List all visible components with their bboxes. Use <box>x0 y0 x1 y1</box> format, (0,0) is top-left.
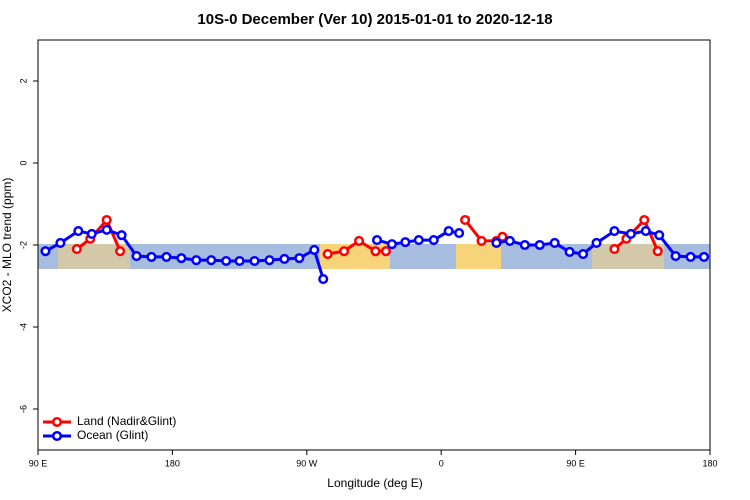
y-tick-label: -6 <box>18 405 28 413</box>
y-axis-label: XCO2 - MLO trend (ppm) <box>0 178 14 313</box>
point <box>564 246 575 258</box>
point <box>131 251 142 262</box>
point <box>652 246 663 257</box>
legend-marker <box>51 430 63 442</box>
point <box>654 230 665 241</box>
point <box>640 226 651 237</box>
point <box>309 244 320 255</box>
point <box>400 237 411 248</box>
point <box>176 253 187 264</box>
point <box>115 246 126 257</box>
point <box>86 228 97 239</box>
x-tick-label: 90 E <box>29 458 48 468</box>
point <box>40 246 51 257</box>
point <box>609 226 620 237</box>
point <box>504 235 515 246</box>
point <box>591 237 602 248</box>
point <box>428 235 439 246</box>
point <box>116 230 127 241</box>
point <box>234 255 245 267</box>
land-band <box>592 244 664 269</box>
point <box>55 237 66 248</box>
point <box>476 235 487 246</box>
point <box>322 248 333 260</box>
point <box>370 246 381 257</box>
point <box>71 244 82 255</box>
point <box>249 255 260 267</box>
point <box>578 248 589 260</box>
x-axis-label: Longitude (deg E) <box>327 476 422 490</box>
point <box>206 255 217 266</box>
legend-label: Ocean (Glint) <box>77 428 148 442</box>
legend-label: Land (Nadir&Glint) <box>77 414 176 428</box>
y-tick-label: 2 <box>18 78 28 83</box>
x-tick-label: 180 <box>165 458 180 468</box>
point <box>380 246 391 257</box>
chart-title: 10S-0 December (Ver 10) 2015-01-01 to 20… <box>197 11 552 28</box>
point <box>609 244 620 255</box>
point <box>698 251 710 262</box>
point <box>264 255 275 266</box>
x-tick-label: 180 <box>702 458 717 468</box>
x-tick-label: 0 <box>439 458 444 468</box>
x-tick-label: 90 W <box>296 458 318 468</box>
land-band <box>456 244 501 269</box>
x-tick-label: 90 E <box>566 458 585 468</box>
point <box>279 253 290 264</box>
point <box>101 224 112 235</box>
point <box>161 251 172 262</box>
point <box>460 214 471 226</box>
point <box>519 239 530 251</box>
point <box>534 239 545 251</box>
point <box>354 235 365 246</box>
point <box>625 228 636 239</box>
point <box>191 255 202 266</box>
point <box>146 251 157 262</box>
point <box>443 226 454 237</box>
point <box>339 246 350 257</box>
point <box>221 255 232 267</box>
y-tick-label: 0 <box>18 160 28 165</box>
point <box>670 251 681 262</box>
point <box>454 228 465 239</box>
point <box>73 226 84 237</box>
y-tick-label: -4 <box>18 323 28 331</box>
point <box>685 251 696 262</box>
point <box>294 253 305 264</box>
legend-marker <box>51 416 63 428</box>
point <box>549 237 560 248</box>
point <box>639 214 650 226</box>
y-tick-label: -2 <box>18 241 28 249</box>
point <box>413 235 424 246</box>
point <box>101 214 112 226</box>
point <box>491 237 502 248</box>
point <box>318 273 329 285</box>
point <box>386 239 397 250</box>
point <box>371 235 383 246</box>
